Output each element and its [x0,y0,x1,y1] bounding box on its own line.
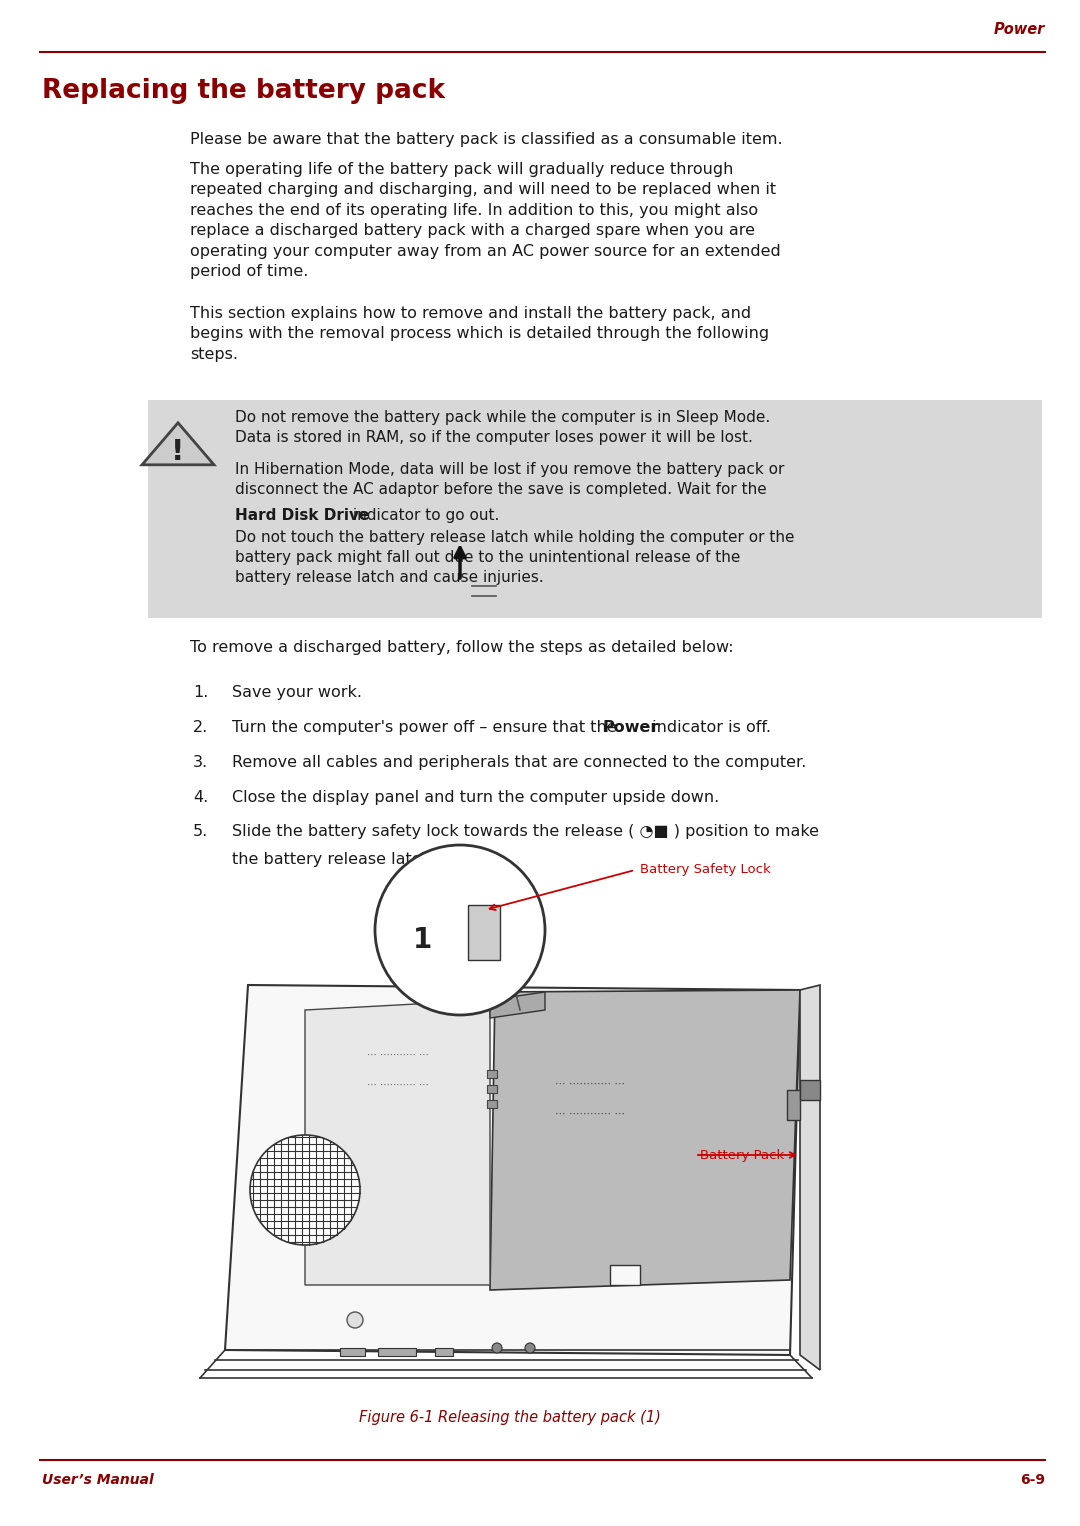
Polygon shape [435,1347,453,1357]
Text: Do not touch the battery release latch while holding the computer or the
battery: Do not touch the battery release latch w… [235,530,795,584]
Text: indicator to go out.: indicator to go out. [348,508,499,523]
Polygon shape [305,1000,490,1285]
Text: Save your work.: Save your work. [232,685,362,700]
Text: This section explains how to remove and install the battery pack, and
begins wit: This section explains how to remove and … [190,307,769,362]
Text: Battery Safety Lock: Battery Safety Lock [640,864,771,876]
Text: 3.: 3. [193,755,208,771]
Polygon shape [490,992,545,1018]
Text: Power: Power [994,23,1045,38]
Circle shape [525,1343,535,1354]
Polygon shape [800,1080,820,1100]
Text: 2.: 2. [193,720,208,736]
Text: To remove a discharged battery, follow the steps as detailed below:: To remove a discharged battery, follow t… [190,639,733,655]
Text: Do not remove the battery pack while the computer is in Sleep Mode.
Data is stor: Do not remove the battery pack while the… [235,410,770,444]
Text: Slide the battery safety lock towards the release ( ◔■ ) position to make: Slide the battery safety lock towards th… [232,824,819,839]
Text: Replacing the battery pack: Replacing the battery pack [42,78,445,104]
Text: the battery release latch movable.: the battery release latch movable. [232,852,511,867]
Text: The operating life of the battery pack will gradually reduce through
repeated ch: The operating life of the battery pack w… [190,162,781,279]
Text: Power: Power [602,720,659,736]
Text: !: ! [172,438,185,465]
Text: Turn the computer's power off – ensure that the: Turn the computer's power off – ensure t… [232,720,622,736]
Circle shape [347,1312,363,1328]
Text: User’s Manual: User’s Manual [42,1473,153,1486]
Polygon shape [340,1347,365,1357]
Text: 6-9: 6-9 [1020,1473,1045,1486]
Polygon shape [378,1347,416,1357]
Polygon shape [800,984,820,1370]
Polygon shape [468,905,500,960]
Circle shape [249,1135,360,1245]
Text: Close the display panel and turn the computer upside down.: Close the display panel and turn the com… [232,790,719,806]
Text: ··· ··········· ···: ··· ··········· ··· [367,1080,429,1090]
Text: ··· ··········· ···: ··· ··········· ··· [367,1050,429,1059]
Polygon shape [141,423,214,465]
Text: ··· ············ ···: ··· ············ ··· [555,1080,625,1090]
Polygon shape [787,1090,800,1120]
Circle shape [492,1343,502,1354]
Polygon shape [610,1265,640,1285]
Text: Remove all cables and peripherals that are connected to the computer.: Remove all cables and peripherals that a… [232,755,807,771]
Text: 5.: 5. [193,824,208,839]
Text: 4.: 4. [193,790,208,806]
Polygon shape [487,1085,497,1093]
Text: In Hibernation Mode, data will be lost if you remove the battery pack or
disconn: In Hibernation Mode, data will be lost i… [235,462,784,497]
Text: Please be aware that the battery pack is classified as a consumable item.: Please be aware that the battery pack is… [190,133,783,146]
Text: 1.: 1. [193,685,208,700]
Polygon shape [225,984,800,1355]
Circle shape [375,845,545,1015]
Text: indicator is off.: indicator is off. [647,720,771,736]
Text: Figure 6-1 Releasing the battery pack (1): Figure 6-1 Releasing the battery pack (1… [359,1410,661,1425]
Text: Battery Pack: Battery Pack [700,1149,784,1161]
Polygon shape [490,990,800,1289]
Polygon shape [487,1070,497,1077]
Text: Hard Disk Drive: Hard Disk Drive [235,508,369,523]
Text: 1: 1 [413,926,432,954]
Polygon shape [487,1100,497,1108]
Text: ··· ············ ···: ··· ············ ··· [555,1109,625,1120]
FancyBboxPatch shape [148,400,1042,618]
